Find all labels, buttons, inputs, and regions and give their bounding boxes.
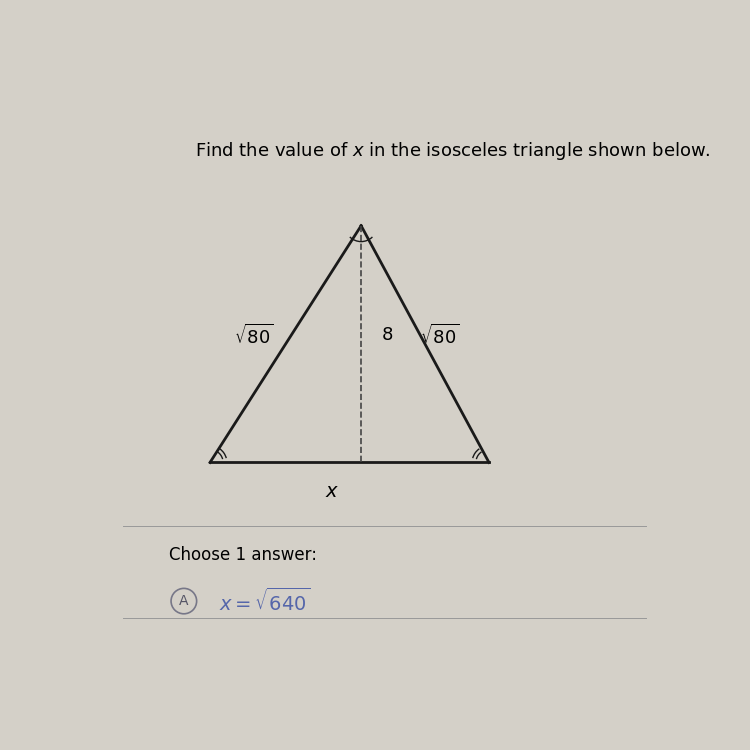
Text: Choose 1 answer:: Choose 1 answer: bbox=[170, 546, 317, 564]
Text: Find the value of $x$ in the isosceles triangle shown below.: Find the value of $x$ in the isosceles t… bbox=[196, 140, 711, 162]
Text: A: A bbox=[179, 594, 188, 608]
Text: 8: 8 bbox=[382, 326, 393, 344]
Text: $\sqrt{80}$: $\sqrt{80}$ bbox=[234, 323, 274, 347]
Text: $x = \sqrt{640}$: $x = \sqrt{640}$ bbox=[219, 587, 310, 615]
Text: $x$: $x$ bbox=[325, 482, 339, 501]
Text: $\sqrt{80}$: $\sqrt{80}$ bbox=[420, 323, 460, 347]
